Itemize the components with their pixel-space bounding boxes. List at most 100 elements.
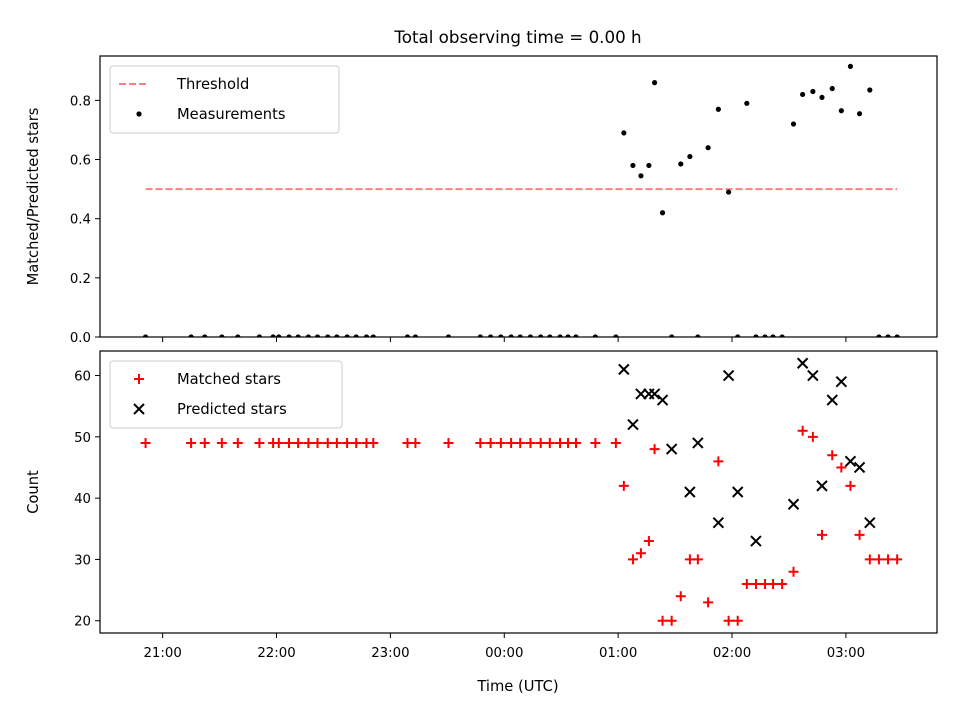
data-point <box>788 566 799 577</box>
data-point <box>703 597 714 608</box>
data-point <box>741 578 752 589</box>
legend: Matched stars Predicted stars <box>109 360 343 429</box>
data-point <box>142 334 149 337</box>
data-point <box>527 334 534 337</box>
x-tick-label: 03:00 <box>827 646 865 661</box>
y-tick-label: 0.2 <box>70 272 91 287</box>
data-point <box>293 437 304 448</box>
data-point <box>305 334 311 337</box>
data-point <box>590 437 601 448</box>
data-point <box>867 87 873 93</box>
data-point <box>538 334 544 337</box>
data-point <box>678 161 684 167</box>
y-tick-label: 0.8 <box>70 94 91 109</box>
data-point <box>856 111 863 117</box>
data-point <box>331 437 342 448</box>
data-point <box>334 334 340 337</box>
data-point <box>412 334 419 337</box>
plot-area <box>140 357 903 626</box>
data-point <box>254 437 265 448</box>
x-axis-label: Time (UTC) <box>476 678 558 695</box>
data-point <box>273 437 284 448</box>
y-tick-label: 0.6 <box>70 154 91 169</box>
data-point <box>847 63 854 69</box>
data-point <box>508 334 514 337</box>
data-point <box>835 375 848 388</box>
data-point <box>777 578 788 589</box>
data-point <box>665 443 678 455</box>
data-point <box>753 334 759 337</box>
y-tick-label: 60 <box>74 370 91 385</box>
data-point <box>836 462 847 473</box>
data-point <box>649 444 660 455</box>
data-point <box>800 91 806 98</box>
data-point <box>883 554 894 565</box>
data-point <box>638 173 644 179</box>
x-tick-label: 01:00 <box>599 646 637 661</box>
data-point <box>750 578 761 589</box>
data-point <box>715 106 721 112</box>
data-point <box>796 357 809 369</box>
data-point <box>199 437 210 448</box>
data-point <box>750 535 762 547</box>
plot-area <box>142 63 900 337</box>
data-point <box>475 437 486 448</box>
data-point <box>506 437 517 448</box>
data-point <box>368 437 379 448</box>
data-point <box>854 529 865 540</box>
data-point <box>695 334 701 337</box>
data-point <box>635 548 646 559</box>
data-point <box>659 210 666 216</box>
data-point <box>826 394 838 406</box>
y-tick-label: 0.4 <box>70 213 91 228</box>
legend: Threshold Measurements <box>109 65 340 134</box>
x-tick-label: 00:00 <box>485 646 523 661</box>
legend-box <box>109 65 340 134</box>
data-point <box>762 334 768 337</box>
data-point <box>284 437 295 448</box>
data-point <box>816 529 827 540</box>
count-subplot: 20 30 40 50 60 21:00 22:00 23:00 00:00 01:00 02:00… <box>25 350 938 661</box>
data-point <box>648 388 661 400</box>
data-point <box>845 480 856 491</box>
y-axis-label: Matched/Predicted stars <box>25 108 42 286</box>
y-tick-label: 30 <box>74 553 91 568</box>
data-point <box>675 591 686 602</box>
data-point <box>864 516 876 529</box>
data-point <box>666 615 677 626</box>
data-point <box>787 498 800 510</box>
data-point <box>410 437 421 448</box>
data-point <box>819 94 825 101</box>
x-tick-label: 21:00 <box>143 646 181 661</box>
data-point <box>295 334 301 337</box>
data-point <box>547 334 553 337</box>
data-point <box>443 437 454 448</box>
legend-label: Predicted stars <box>177 401 287 418</box>
data-point <box>657 615 668 626</box>
data-point <box>270 334 276 337</box>
data-point <box>838 108 844 114</box>
data-point <box>705 145 711 151</box>
data-point <box>485 437 496 448</box>
data-point <box>827 450 838 461</box>
data-point <box>651 80 658 86</box>
data-point <box>515 437 526 448</box>
data-point <box>557 334 563 337</box>
data-point <box>325 334 331 337</box>
data-point <box>797 425 808 436</box>
data-point <box>712 516 725 529</box>
data-point <box>445 334 452 337</box>
data-point <box>627 554 638 565</box>
data-point <box>216 437 227 448</box>
data-point <box>544 437 555 448</box>
data-point <box>726 189 732 195</box>
data-point <box>744 100 750 106</box>
data-point <box>894 334 900 337</box>
data-point <box>344 334 350 337</box>
data-point <box>722 369 735 382</box>
legend-label: Matched stars <box>177 371 281 388</box>
axes-frame <box>99 55 938 338</box>
x-tick-label: 02:00 <box>713 646 751 661</box>
data-point <box>669 334 675 337</box>
data-point <box>844 455 857 468</box>
